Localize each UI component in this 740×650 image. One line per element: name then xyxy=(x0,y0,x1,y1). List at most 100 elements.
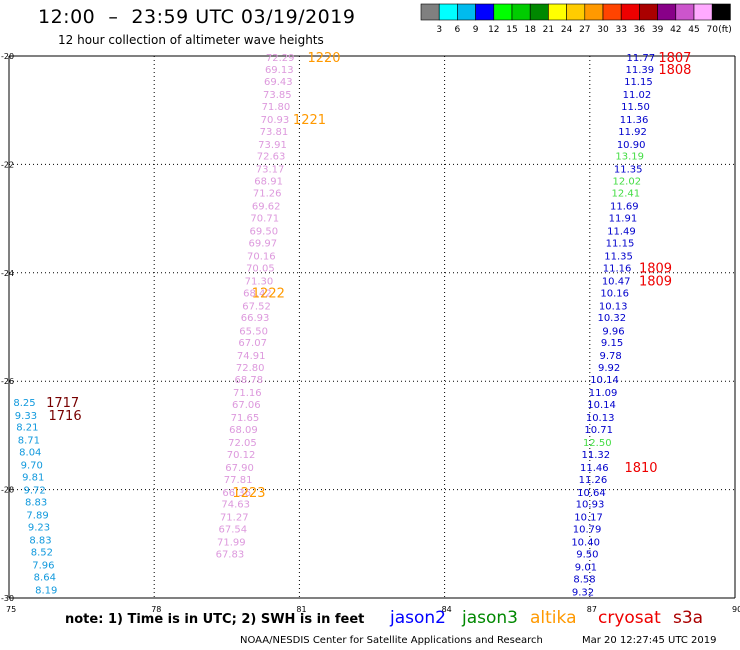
wave-height-value: 8.64 xyxy=(34,572,56,583)
wave-height-value: 8.83 xyxy=(25,498,47,509)
wave-height-value: 9.72 xyxy=(24,486,46,497)
wave-height-value: 9.92 xyxy=(598,363,620,374)
pass-time-label: 1810 xyxy=(624,461,657,476)
x-tick-label: 81 xyxy=(296,605,306,614)
generated-timestamp: Mar 20 12:27:45 UTC 2019 xyxy=(582,635,717,646)
colorbar-swatch xyxy=(657,3,677,21)
wave-height-value: 11.36 xyxy=(620,115,649,126)
colorbar-label: 27 xyxy=(579,25,590,35)
wave-height-value: 74.91 xyxy=(237,351,266,362)
wave-height-value: 10.64 xyxy=(577,488,606,499)
colorbar-label: 21 xyxy=(543,25,554,35)
colorbar-swatch xyxy=(693,3,713,21)
wave-height-value: 10.13 xyxy=(586,413,615,424)
x-tick-label: 75 xyxy=(6,605,16,614)
wave-height-value: 9.81 xyxy=(22,473,44,484)
x-tick-label: 84 xyxy=(442,605,452,614)
wave-height-value: 9.33 xyxy=(15,411,37,422)
x-tick-label: 78 xyxy=(151,605,161,614)
colorbar-swatch xyxy=(493,3,513,21)
wave-height-value: 9.96 xyxy=(602,326,624,337)
wave-height-value: 9.23 xyxy=(28,522,50,533)
wave-height-value: 67.90 xyxy=(225,463,254,474)
wave-height-value: 8.52 xyxy=(31,547,53,558)
pass-time-label: 1220 xyxy=(307,51,340,66)
wave-height-value: 72.05 xyxy=(228,438,257,449)
colorbar-swatch xyxy=(511,3,531,21)
wave-height-value: 11.92 xyxy=(618,127,647,138)
x-tick-label: 90 xyxy=(732,605,740,614)
wave-height-value: 67.07 xyxy=(238,338,267,349)
wave-height-value: 68.09 xyxy=(229,425,258,436)
wave-height-value: 10.32 xyxy=(597,313,626,324)
wave-height-value: 8.58 xyxy=(573,574,595,585)
pass-time-label: 1809 xyxy=(639,274,672,289)
wave-height-value: 11.49 xyxy=(607,227,636,238)
pass-time-label: 1223 xyxy=(232,486,265,501)
colorbar-label: 9 xyxy=(473,25,479,35)
wave-height-value: 11.15 xyxy=(624,77,653,88)
grid: 75 78 81 84 87 90 -20 -22 -24 -26 -28 -30 xyxy=(1,52,740,614)
wave-height-value: 10.16 xyxy=(600,288,629,299)
wave-height-value: 66.93 xyxy=(241,313,270,324)
colorbar-label: 12 xyxy=(488,25,499,35)
pass-time-label: 1221 xyxy=(293,113,326,128)
wave-height-value: 10.47 xyxy=(602,276,631,287)
colorbar-label: 6 xyxy=(455,25,461,35)
wave-height-value: 9.70 xyxy=(21,461,43,472)
wave-height-value: 10.90 xyxy=(617,140,646,151)
wave-height-value: 73.85 xyxy=(263,90,292,101)
colorbar-swatch xyxy=(620,3,640,21)
wave-height-value: 11.39 xyxy=(626,65,655,76)
y-tick-label: -24 xyxy=(1,269,14,278)
colorbar-swatch xyxy=(711,3,731,21)
colorbar-swatch xyxy=(602,3,622,21)
colorbar-label: 42 xyxy=(670,25,681,35)
wave-height-value: 69.62 xyxy=(252,202,281,213)
wave-height-value: 73.91 xyxy=(258,140,287,151)
colorbar-label: 70 xyxy=(706,25,718,35)
wave-height-value: 10.71 xyxy=(584,425,613,436)
wave-height-value: 67.06 xyxy=(232,400,261,411)
wave-height-value: 13.19 xyxy=(615,152,644,163)
colorbar-swatch xyxy=(420,3,440,21)
colorbar-label: 3 xyxy=(436,25,442,35)
wave-height-value: 65.50 xyxy=(239,326,268,337)
colorbar-label: 30 xyxy=(597,25,609,35)
wave-height-value: 10.40 xyxy=(571,538,600,549)
wave-height-value: 67.54 xyxy=(218,525,247,536)
wave-height-value: 8.25 xyxy=(13,398,35,409)
wave-height-value: 72.29 xyxy=(266,53,295,64)
wave-height-value: 71.27 xyxy=(220,513,249,524)
wave-height-value: 11.32 xyxy=(581,450,610,461)
wave-height-value: 71.65 xyxy=(231,413,260,424)
y-tick-label: -26 xyxy=(1,377,14,386)
wave-height-value: 9.15 xyxy=(601,338,623,349)
colorbar-label: 15 xyxy=(506,25,517,35)
wave-height-value: 70.12 xyxy=(227,450,256,461)
wave-height-value: 8.04 xyxy=(19,448,41,459)
colorbar-swatch xyxy=(529,3,549,21)
wave-height-value: 67.83 xyxy=(216,550,245,561)
page-title: 12:00 – 23:59 UTC 03/19/2019 xyxy=(38,6,356,28)
wave-height-value: 10.79 xyxy=(573,525,602,536)
page-subtitle: 12 hour collection of altimeter wave hei… xyxy=(58,33,324,47)
wave-height-value: 68.42 xyxy=(243,288,272,299)
footer-note: note: 1) Time is in UTC; 2) SWH is in fe… xyxy=(65,612,365,627)
wave-height-value: 11.77 xyxy=(626,53,655,64)
colorbar-swatch xyxy=(475,3,495,21)
wave-height-value: 9.01 xyxy=(575,563,597,574)
colorbar-label: 33 xyxy=(615,25,626,35)
wave-height-value: 9.32 xyxy=(572,587,594,598)
wave-height-value: 11.35 xyxy=(604,251,633,262)
legend-altika: altika xyxy=(530,608,577,628)
wave-height-value: 66.36 xyxy=(222,488,251,499)
wave-height-value: 11.46 xyxy=(580,463,609,474)
colorbar-label: 18 xyxy=(524,25,536,35)
colorbar-label: 45 xyxy=(688,25,699,35)
wave-height-value: 68.78 xyxy=(234,375,263,386)
y-tick-label: -28 xyxy=(1,486,14,495)
